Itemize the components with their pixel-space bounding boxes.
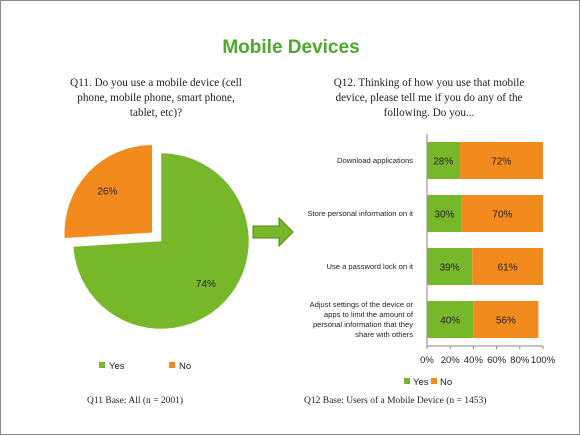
bar-legend-swatch — [404, 378, 410, 384]
pie-slice-no — [64, 144, 153, 239]
x-tick-label: 80% — [510, 355, 530, 366]
pie-legend-swatch — [99, 362, 105, 368]
bar-data-label: 40% — [440, 316, 460, 327]
bar-data-label: 72% — [491, 157, 511, 168]
bar-legend-label: No — [440, 377, 452, 388]
bar-data-label: 28% — [433, 157, 453, 168]
bar-data-label: 39% — [440, 263, 460, 274]
q12-question: Q12. Thinking of how you use that mobile… — [333, 77, 525, 119]
x-tick-label: 40% — [464, 355, 484, 366]
pie-data-label: 74% — [196, 279, 216, 290]
bar-category-label: Store personal information on it — [307, 208, 413, 218]
pie-legend-label: Yes — [109, 361, 125, 372]
bar-category-label: Download applications — [337, 155, 413, 165]
bar-data-label: 30% — [434, 210, 454, 221]
x-tick-label: 0% — [420, 355, 434, 366]
pie-legend-label: No — [179, 361, 191, 372]
bar-legend-swatch — [431, 378, 437, 384]
bar-category-label: Use a password lock on it — [326, 261, 413, 271]
slide-title: Mobile Devices — [222, 37, 360, 58]
bar-segment-yes — [427, 248, 473, 285]
bar-segment-yes — [427, 301, 474, 338]
bar-segment-no — [459, 142, 543, 179]
q11-base-note: Q11 Base: All (n = 2001) — [87, 396, 184, 406]
bar-segment-no — [473, 301, 539, 338]
bar-data-label: 56% — [496, 316, 516, 327]
pie-data-label: 26% — [97, 187, 117, 198]
bar-segment-no — [472, 248, 543, 285]
bar-segment-yes — [427, 142, 460, 179]
bar-category-label: Adjust settings of the device or apps to… — [309, 299, 413, 339]
q12-base-note: Q12 Base: Users of a Mobile Device (n = … — [304, 396, 487, 406]
bar-segment-no — [461, 195, 543, 232]
x-tick-label: 20% — [441, 355, 461, 366]
bar-data-label: 70% — [492, 210, 512, 221]
pie-legend-swatch — [169, 362, 175, 368]
bar-legend-label: Yes — [413, 377, 429, 388]
x-tick-label: 100% — [531, 355, 556, 366]
bar-data-label: 61% — [498, 263, 518, 274]
pie-slice-yes — [72, 152, 250, 330]
q11-question: Q11. Do you use a mobile device (cell ph… — [70, 77, 242, 119]
bar-segment-yes — [427, 195, 462, 232]
x-tick-label: 60% — [487, 355, 507, 366]
